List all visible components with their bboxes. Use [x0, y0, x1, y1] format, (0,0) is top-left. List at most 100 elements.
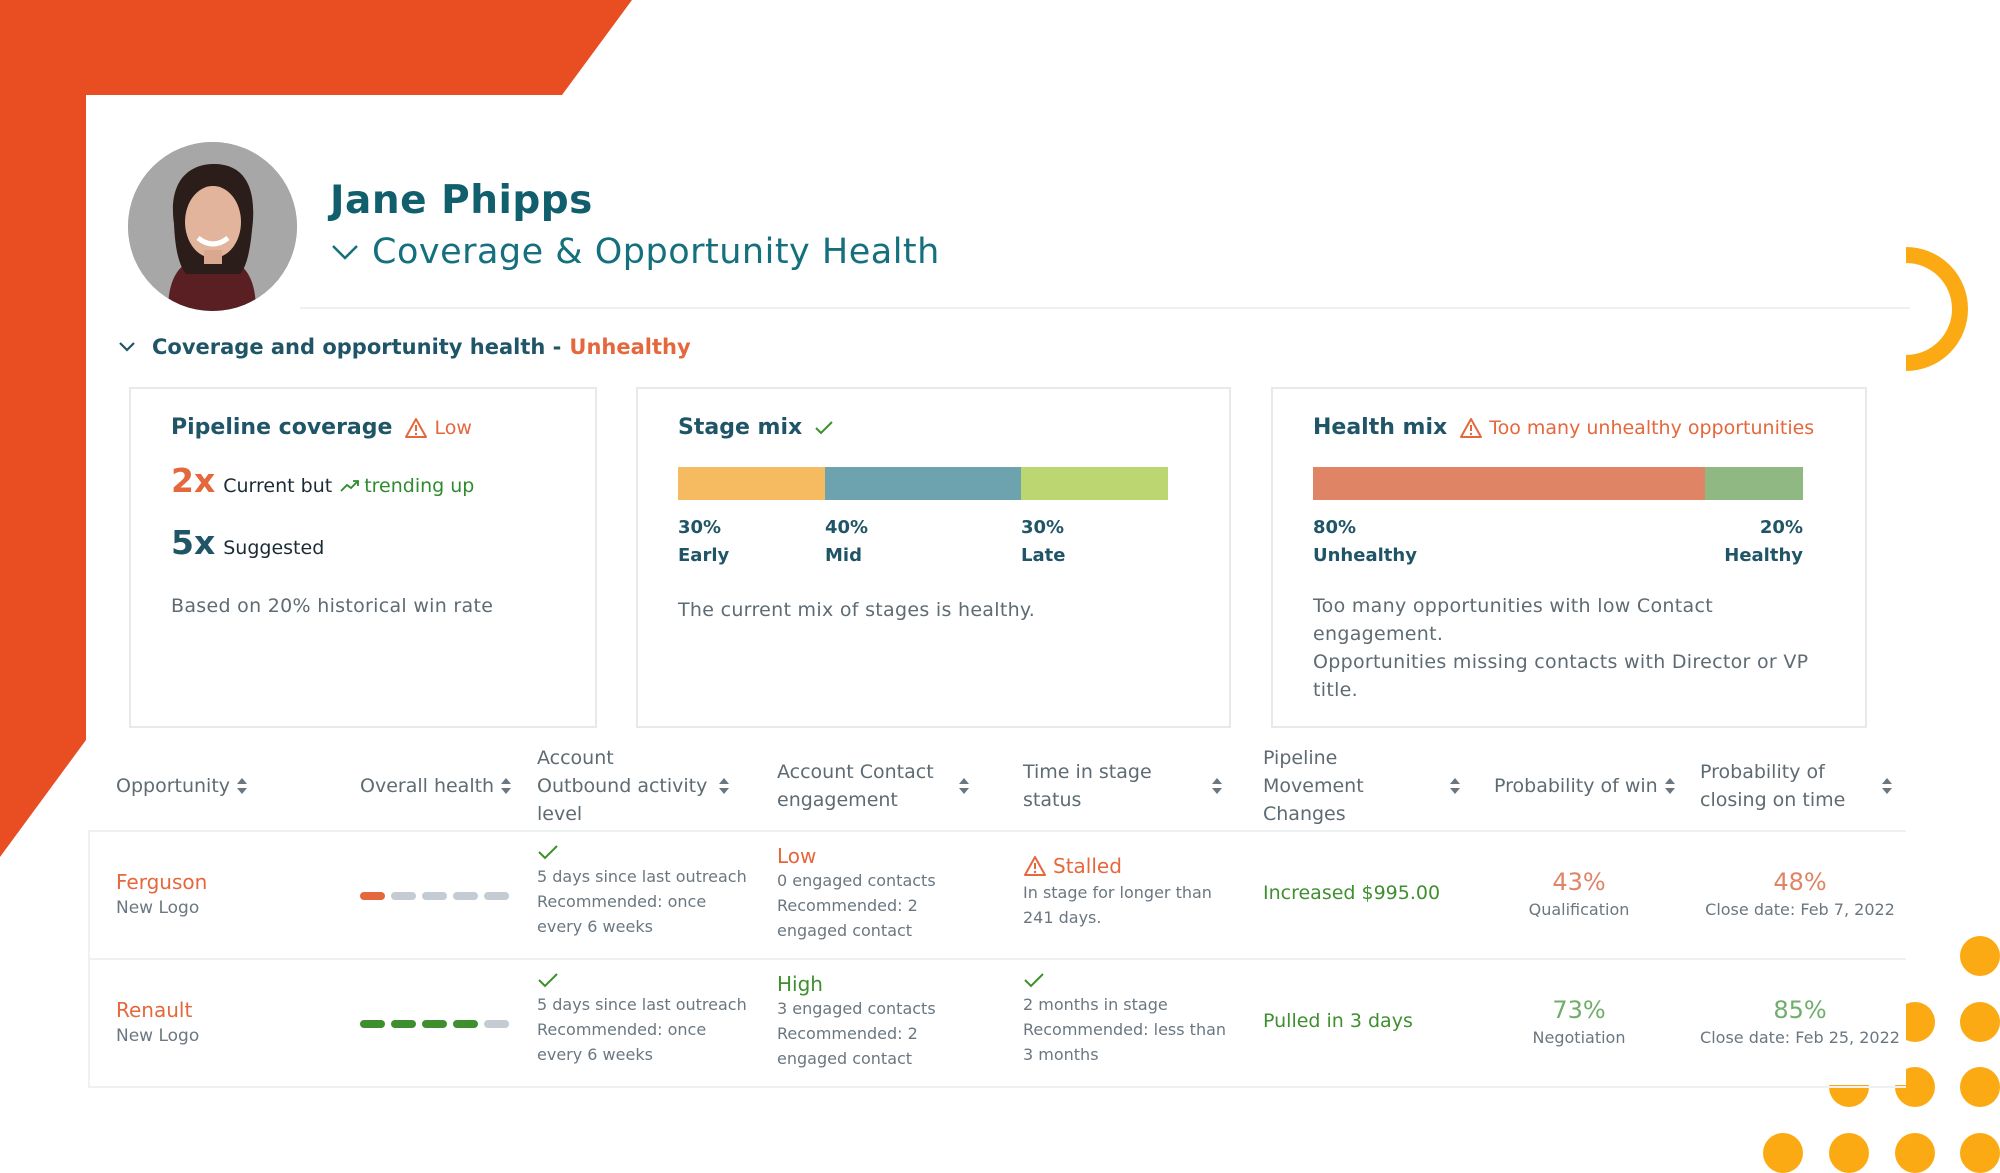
stage-mix-labels: 30% Early 40% Mid 30% Late: [678, 514, 1168, 574]
win-probability: 73%: [1552, 996, 1606, 1024]
close-date: Close date: Feb 7, 2022: [1705, 900, 1895, 919]
opportunity-name-link[interactable]: Renault: [116, 998, 193, 1022]
status-text: Low: [434, 416, 472, 439]
health-pct: 20%: [1759, 517, 1803, 538]
opportunity-type: New Logo: [116, 898, 200, 918]
column-label: Overall health: [360, 775, 495, 797]
column-header-overall-health[interactable]: Overall health: [360, 740, 530, 832]
health-pct: 80%: [1313, 517, 1357, 538]
sort-icon: [1882, 778, 1892, 794]
status-badge: Low: [404, 416, 472, 439]
table-header: Opportunity Overall health Account Outbo…: [88, 740, 1906, 832]
stage-label-mid: 40% Mid: [825, 514, 868, 570]
stage-mix-card: Stage mix 30% Early 40% Mid 30% Late The…: [636, 387, 1231, 728]
column-header-probability-closing[interactable]: Probability of closing on time: [1700, 740, 1895, 832]
stage-pct: 40%: [825, 517, 869, 538]
stage-status-cell: 2 months in stage Recommended: less than…: [1023, 972, 1233, 1067]
suggested-value: 5x: [171, 523, 216, 562]
sort-icon: [719, 778, 729, 794]
health-segment: [360, 1020, 385, 1028]
card-title: Stage mix: [678, 415, 803, 440]
engagement-recommendation: Recommended: 2 engaged contact: [777, 896, 918, 940]
card-note: Too many opportunities with low Contact …: [1313, 592, 1833, 704]
column-label: Account Contact engagement: [777, 761, 934, 811]
column-header-opportunity[interactable]: Opportunity: [116, 740, 316, 832]
note-line: Opportunities missing contacts with Dire…: [1313, 651, 1809, 701]
header-divider: [300, 307, 1910, 309]
section-toggle[interactable]: Coverage and opportunity health - Unheal…: [118, 335, 691, 359]
card-title: Health mix: [1313, 415, 1448, 440]
stage-name: Mid: [825, 545, 862, 566]
user-name: Jane Phipps: [330, 178, 593, 223]
stage-segment-early: [678, 467, 825, 500]
pipeline-cell: Pulled in 3 days: [1263, 1010, 1413, 1032]
column-label: Opportunity: [116, 775, 231, 797]
win-stage: Qualification: [1528, 900, 1630, 919]
stage-pct: 30%: [1021, 517, 1065, 538]
warning-icon: [1024, 856, 1046, 876]
activity-detail: 5 days since last outreach: [537, 995, 747, 1014]
engagement-status: Low: [777, 844, 817, 868]
check-icon: [1024, 973, 1044, 988]
close-probability-cell: 85% Close date: Feb 25, 2022: [1700, 996, 1900, 1047]
sort-icon: [501, 778, 512, 794]
suggested-label: Suggested: [223, 537, 325, 559]
column-header-outbound-activity[interactable]: Account Outbound activity level: [537, 740, 737, 832]
health-cell: [360, 892, 509, 900]
opportunity-name-link[interactable]: Ferguson: [116, 870, 208, 894]
stage-name: Early: [678, 545, 730, 566]
column-label: Time in stage status: [1023, 761, 1152, 811]
close-probability-cell: 48% Close date: Feb 7, 2022: [1700, 868, 1900, 919]
health-indicator: [360, 1020, 509, 1028]
health-segment: [453, 1020, 478, 1028]
stage-status-cell: Stalled In stage for longer than 241 day…: [1023, 854, 1233, 930]
trending-up-icon: [340, 480, 360, 492]
column-label: Probability of closing on time: [1700, 761, 1846, 811]
health-segment: [391, 1020, 416, 1028]
opportunities-table: Opportunity Overall health Account Outbo…: [88, 740, 1906, 1088]
health-segment: [484, 892, 509, 900]
engagement-detail: 0 engaged contacts: [777, 871, 936, 890]
opportunity-cell: Ferguson New Logo: [116, 870, 207, 918]
sort-icon: [1212, 778, 1222, 794]
card-note: The current mix of stages is healthy.: [678, 599, 1036, 621]
column-header-pipeline-movement[interactable]: Pipeline Movement Changes: [1263, 740, 1463, 832]
engagement-status: High: [777, 972, 823, 996]
avatar-image: [128, 142, 297, 311]
sort-icon: [237, 778, 248, 794]
close-probability: 85%: [1773, 996, 1827, 1024]
activity-detail: 5 days since last outreach: [537, 867, 747, 886]
health-segment-healthy: [1705, 467, 1803, 500]
sort-icon: [1664, 778, 1675, 794]
column-header-probability-of-win[interactable]: Probability of win: [1494, 740, 1694, 832]
section-title: Coverage and opportunity health -: [152, 335, 562, 359]
table-row[interactable]: Ferguson New Logo 5 days since last outr…: [88, 832, 1906, 960]
dashboard-title: Coverage & Opportunity Health: [372, 232, 940, 272]
health-segment: [422, 1020, 447, 1028]
chevron-down-icon: [119, 342, 135, 352]
dashboard-selector[interactable]: Coverage & Opportunity Health: [330, 232, 940, 272]
pipeline-change: Increased $995.00: [1263, 882, 1441, 904]
sort-icon: [959, 778, 969, 794]
win-probability: 43%: [1552, 868, 1606, 896]
row-border: [88, 960, 90, 1086]
column-header-contact-engagement[interactable]: Account Contact engagement: [777, 740, 977, 832]
health-name: Healthy: [1724, 545, 1803, 566]
engagement-cell: High 3 engaged contacts Recommended: 2 e…: [777, 972, 992, 1071]
card-title: Pipeline coverage: [171, 415, 393, 440]
column-header-time-in-stage[interactable]: Time in stage status: [1023, 740, 1223, 832]
activity-recommendation: Recommended: once every 6 weeks: [537, 1020, 707, 1064]
health-label-unhealthy: 80% Unhealthy: [1313, 514, 1417, 570]
close-date: Close date: Feb 25, 2022: [1700, 1028, 1900, 1047]
stage-label-late: 30% Late: [1021, 514, 1065, 570]
pipeline-coverage-card: Pipeline coverage Low 2x Current but tre…: [129, 387, 597, 728]
column-label: Probability of win: [1494, 775, 1658, 797]
current-coverage: 2x Current but trending up: [171, 461, 474, 500]
health-name: Unhealthy: [1313, 545, 1417, 566]
card-note: Based on 20% historical win rate: [171, 595, 494, 617]
table-row[interactable]: Renault New Logo 5 days since last outre…: [88, 960, 1906, 1088]
stage-label-early: 30% Early: [678, 514, 729, 570]
current-value: 2x: [171, 461, 216, 500]
stage-status-text: Stalled: [1053, 854, 1122, 878]
health-segment: [360, 892, 385, 900]
